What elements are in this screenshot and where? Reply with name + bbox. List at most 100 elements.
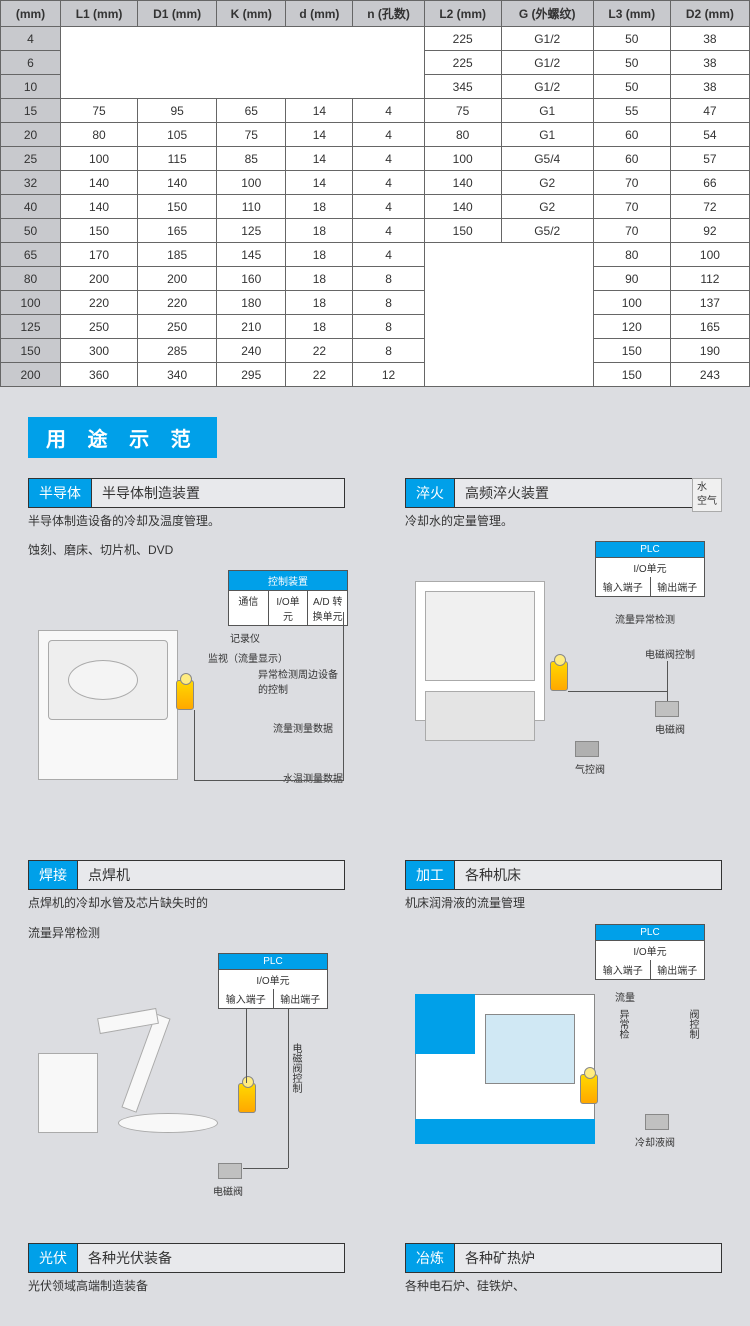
- cell: 8: [353, 339, 424, 363]
- cell: G1: [501, 99, 593, 123]
- table-header: K (mm): [217, 1, 286, 27]
- cell: 140: [61, 195, 138, 219]
- cell: 150: [424, 219, 501, 243]
- ctl-row1: I/O单元: [596, 941, 704, 960]
- app-quench: 水 空气 淬火 高频淬火装置 冷却水的定量管理。 PLC I/O单元 输入端子 …: [405, 478, 722, 830]
- cell: 38: [670, 27, 749, 51]
- app-semiconductor: 半导体 半导体制造装置 半导体制造设备的冷却及温度管理。 蚀刻、磨床、切片机、D…: [28, 478, 345, 830]
- cell: 4: [353, 123, 424, 147]
- cell: 60: [593, 147, 670, 171]
- cell: 115: [138, 147, 217, 171]
- cell-dn: 65: [1, 243, 61, 267]
- cell: 200: [138, 267, 217, 291]
- cell: 70: [593, 171, 670, 195]
- cell: 18: [286, 267, 353, 291]
- ctl-top: PLC: [596, 925, 704, 941]
- table-row: 100220220180188100137: [1, 291, 750, 315]
- merged-blank: [424, 243, 593, 387]
- cell: 54: [670, 123, 749, 147]
- label-flowdata: 流量测量数据: [273, 720, 333, 735]
- cell: 240: [217, 339, 286, 363]
- table-row: 150300285240228150190: [1, 339, 750, 363]
- legend-air: 空气: [697, 495, 717, 509]
- table-header: D1 (mm): [138, 1, 217, 27]
- cell: 14: [286, 123, 353, 147]
- cell: 18: [286, 243, 353, 267]
- app-tag: 半导体: [28, 478, 92, 508]
- cell: G5/2: [501, 219, 593, 243]
- cell: G2: [501, 171, 593, 195]
- cell: G1/2: [501, 51, 593, 75]
- label-sol: 电磁阀: [213, 1183, 243, 1198]
- table-header: L1 (mm): [61, 1, 138, 27]
- app-photovoltaic: 光伏 各种光伏装备 光伏领域高端制造装备: [28, 1243, 345, 1306]
- cell-dn: 25: [1, 147, 61, 171]
- cell-dn: 4: [1, 27, 61, 51]
- cell: 75: [424, 99, 501, 123]
- app-weld: 焊接 点焊机 点焊机的冷却水管及芯片缺失时的 流量异常检测 PLC I/O单元 …: [28, 860, 345, 1212]
- cell: 14: [286, 99, 353, 123]
- cell: 80: [61, 123, 138, 147]
- ctl-cell: 通信: [229, 591, 269, 625]
- label-flow: 流量: [615, 989, 635, 1004]
- app-desc1: 光伏领域高端制造装备: [28, 1277, 345, 1296]
- table-header: L2 (mm): [424, 1, 501, 27]
- cell: 65: [217, 99, 286, 123]
- app-desc1: 点焊机的冷却水管及芯片缺失时的: [28, 894, 345, 913]
- cell: 100: [593, 291, 670, 315]
- cell: 66: [670, 171, 749, 195]
- section-title: 用 途 示 范: [28, 417, 217, 458]
- label-airv: 气控阀: [575, 761, 605, 776]
- legend-box: 水 空气: [692, 478, 722, 512]
- ctl-top: 控制装置: [229, 571, 347, 591]
- cell: 75: [61, 99, 138, 123]
- cell: 80: [593, 243, 670, 267]
- cell: 70: [593, 219, 670, 243]
- label-solctl: 电磁阀控制: [645, 646, 695, 661]
- app-title: 点焊机: [78, 860, 345, 890]
- cell: 4: [353, 195, 424, 219]
- label-sol: 电磁阀: [655, 721, 685, 736]
- cell: 100: [217, 171, 286, 195]
- app-desc2: 流量异常检测: [28, 924, 345, 943]
- app-title: 半导体制造装置: [92, 478, 345, 508]
- table-header: L3 (mm): [593, 1, 670, 27]
- app-tag: 焊接: [28, 860, 78, 890]
- ctl-cell: 输出端子: [651, 960, 705, 979]
- app-tag: 光伏: [28, 1243, 78, 1273]
- cell: 100: [61, 147, 138, 171]
- cell-dn: 32: [1, 171, 61, 195]
- cell: 220: [138, 291, 217, 315]
- app-title: 各种矿热炉: [455, 1243, 722, 1273]
- cell-dn: 15: [1, 99, 61, 123]
- cell-dn: 6: [1, 51, 61, 75]
- cell-dn: 150: [1, 339, 61, 363]
- label-monitor: 监视（流量显示）: [208, 650, 288, 665]
- table-row: 32140140100144140G27066: [1, 171, 750, 195]
- cell-dn: 20: [1, 123, 61, 147]
- app-desc1: 半导体制造设备的冷却及温度管理。: [28, 512, 345, 531]
- ctl-cell: 输出端子: [651, 577, 705, 596]
- cell: 50: [593, 75, 670, 99]
- cell-dn: 100: [1, 291, 61, 315]
- label-rec: 记录仪: [230, 630, 260, 645]
- cell: 80: [424, 123, 501, 147]
- cell: 112: [670, 267, 749, 291]
- ctl-top: PLC: [596, 542, 704, 558]
- ctl-cell: 输入端子: [596, 960, 651, 979]
- table-row: 2003603402952212150243: [1, 363, 750, 387]
- cell: 220: [61, 291, 138, 315]
- cell: 100: [670, 243, 749, 267]
- app-tag: 冶炼: [405, 1243, 455, 1273]
- cell: 8: [353, 315, 424, 339]
- cell: 92: [670, 219, 749, 243]
- cell: 170: [61, 243, 138, 267]
- app-tag: 淬火: [405, 478, 455, 508]
- cell: 295: [217, 363, 286, 387]
- cell: 75: [217, 123, 286, 147]
- cell: 190: [670, 339, 749, 363]
- ctl-cell: 输入端子: [219, 989, 274, 1008]
- cell: 140: [424, 171, 501, 195]
- table-header: n (孔数): [353, 1, 424, 27]
- spec-table: (mm)L1 (mm)D1 (mm)K (mm)d (mm)n (孔数)L2 (…: [0, 0, 750, 387]
